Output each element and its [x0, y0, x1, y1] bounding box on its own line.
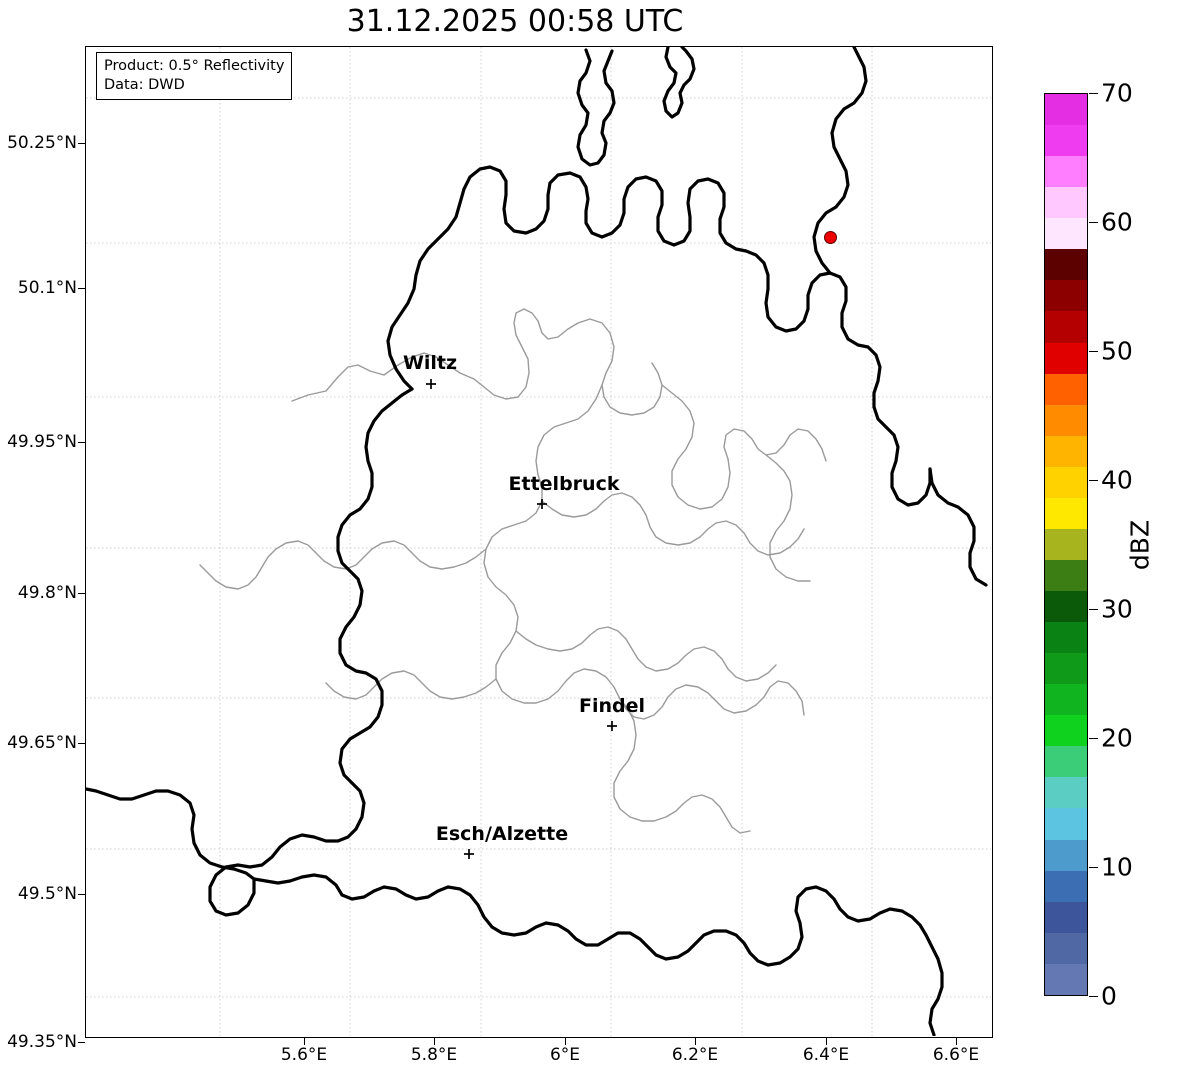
- lat-label-49.65: 49.65°N: [7, 733, 77, 753]
- lat-tickmark-50.25: [78, 143, 85, 144]
- colorbar-band-26: [1045, 901, 1087, 933]
- city-marker-findel: [607, 717, 618, 731]
- colorbar-band-4: [1045, 218, 1087, 250]
- map-plot-area[interactable]: Wiltz Ettelbruck Findel Esch/Alzette: [85, 46, 993, 1038]
- lon-tickmark-6.2: [695, 1038, 696, 1045]
- colorbar-band-24: [1045, 839, 1087, 871]
- colorbar-band-20: [1045, 715, 1087, 747]
- national-borders: [86, 47, 988, 1036]
- colorbar-band-17: [1045, 622, 1087, 654]
- lon-label-5.6: 5.6°E: [280, 1045, 328, 1065]
- colorbar-band-23: [1045, 808, 1087, 840]
- lat-label-49.8: 49.8°N: [17, 583, 77, 603]
- colorbar-band-5: [1045, 249, 1087, 281]
- colorbar-ticklabel-70: 70: [1101, 78, 1133, 108]
- colorbar-band-25: [1045, 870, 1087, 902]
- colorbar-ticklabel-40: 40: [1101, 465, 1133, 495]
- colorbar-band-14: [1045, 528, 1087, 560]
- colorbar-ticklabel-20: 20: [1101, 723, 1133, 753]
- product-info-box: Product: 0.5° Reflectivity Data: DWD: [96, 52, 293, 101]
- lon-tickmark-5.8: [434, 1038, 435, 1045]
- lat-label-50.1: 50.1°N: [17, 278, 77, 298]
- colorbar-ticklabel-50: 50: [1101, 336, 1133, 366]
- colorbar-ticklabel-60: 60: [1101, 207, 1133, 237]
- lon-label-6.4: 6.4°E: [802, 1045, 850, 1065]
- colorbar-tickmark-0: [1089, 996, 1098, 997]
- city-label-ettelbruck: Ettelbruck: [508, 473, 620, 495]
- lat-tickmark-49.65: [78, 743, 85, 744]
- city-label-findel: Findel: [578, 695, 646, 717]
- city-marker-ettelbruck: [537, 495, 548, 509]
- colorbar-band-15: [1045, 559, 1087, 591]
- lat-tickmark-49.8: [78, 593, 85, 594]
- colorbar-band-8: [1045, 342, 1087, 374]
- colorbar-tickmark-40: [1089, 480, 1098, 481]
- colorbar-band-12: [1045, 466, 1087, 498]
- colorbar-ticklabel-10: 10: [1101, 852, 1133, 882]
- colorbar-band-6: [1045, 280, 1087, 312]
- radar-echo-point-0: [823, 230, 837, 244]
- colorbar[interactable]: [1044, 93, 1088, 996]
- city-label-wiltz: Wiltz: [402, 352, 458, 374]
- page-title: 31.12.2025 00:58 UTC: [346, 4, 684, 39]
- lat-label-49.95: 49.95°N: [7, 432, 77, 452]
- colorbar-axis-label: dBZ: [1125, 519, 1155, 571]
- map-vector-layer: [86, 47, 991, 1036]
- city-marker-wiltz: [426, 375, 437, 389]
- colorbar-ticklabel-0: 0: [1101, 981, 1117, 1011]
- colorbar-band-18: [1045, 653, 1087, 685]
- colorbar-tickmark-20: [1089, 738, 1098, 739]
- colorbar-band-21: [1045, 746, 1087, 778]
- lat-tickmark-49.95: [78, 442, 85, 443]
- lon-label-6: 6°E: [549, 1045, 581, 1065]
- city-label-esch-alzette: Esch/Alzette: [435, 823, 569, 845]
- lon-label-5.8: 5.8°E: [410, 1045, 458, 1065]
- colorbar-band-9: [1045, 373, 1087, 405]
- data-source-line: Data: DWD: [104, 76, 185, 93]
- colorbar-band-28: [1045, 963, 1087, 995]
- district-boundaries: [199, 308, 827, 834]
- lon-tickmark-6.4: [826, 1038, 827, 1045]
- gridlines: [86, 47, 991, 1036]
- colorbar-band-13: [1045, 497, 1087, 529]
- colorbar-band-19: [1045, 684, 1087, 716]
- colorbar-ticklabel-30: 30: [1101, 594, 1133, 624]
- colorbar-tickmark-30: [1089, 609, 1098, 610]
- colorbar-band-16: [1045, 591, 1087, 623]
- colorbar-band-10: [1045, 404, 1087, 436]
- product-line: Product: 0.5° Reflectivity: [104, 58, 285, 74]
- colorbar-band-3: [1045, 187, 1087, 219]
- colorbar-band-22: [1045, 777, 1087, 809]
- lat-label-49.5: 49.5°N: [17, 884, 77, 904]
- lat-tickmark-49.35: [78, 1042, 85, 1043]
- colorbar-band-1: [1045, 125, 1087, 157]
- colorbar-tickmark-10: [1089, 867, 1098, 868]
- lon-tickmark-6: [565, 1038, 566, 1045]
- lat-label-49.35: 49.35°N: [7, 1032, 77, 1052]
- city-marker-esch-alzette: [464, 845, 475, 859]
- lat-tickmark-49.5: [78, 894, 85, 895]
- lat-label-50.25: 50.25°N: [7, 133, 77, 153]
- colorbar-tickmark-50: [1089, 351, 1098, 352]
- colorbar-band-7: [1045, 311, 1087, 343]
- lon-tickmark-6.6: [956, 1038, 957, 1045]
- colorbar-tickmark-70: [1089, 93, 1098, 94]
- colorbar-band-11: [1045, 435, 1087, 467]
- lat-tickmark-50.1: [78, 288, 85, 289]
- lon-label-6.2: 6.2°E: [671, 1045, 719, 1065]
- colorbar-band-0: [1045, 94, 1087, 126]
- lon-tickmark-5.6: [304, 1038, 305, 1045]
- colorbar-band-27: [1045, 932, 1087, 964]
- colorbar-band-2: [1045, 156, 1087, 188]
- colorbar-tickmark-60: [1089, 222, 1098, 223]
- lon-label-6.6: 6.6°E: [932, 1045, 980, 1065]
